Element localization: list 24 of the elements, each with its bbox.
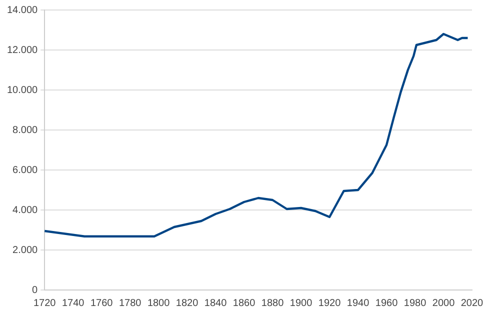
x-tick-label: 1720 xyxy=(33,298,56,309)
x-tick-label: 1740 xyxy=(62,298,85,309)
y-tick-label: 12.000 xyxy=(6,44,38,56)
x-tick-label: 2000 xyxy=(432,298,456,309)
x-tick-label: 1840 xyxy=(204,298,228,309)
x-tick-label: 1760 xyxy=(90,298,114,309)
y-tick-label: 14.000 xyxy=(6,4,38,16)
x-tick-label: 1940 xyxy=(346,298,370,309)
x-tick-label: 1880 xyxy=(261,298,284,309)
x-tick-label: 1800 xyxy=(147,298,170,309)
x-tick-label: 1820 xyxy=(176,298,199,309)
x-tick-label: 1860 xyxy=(232,298,256,309)
y-tick-label: 2.000 xyxy=(12,244,38,256)
y-tick-label: 6.000 xyxy=(12,164,38,176)
y-tick-label: 0 xyxy=(32,284,38,296)
x-tick-label: 1900 xyxy=(290,298,313,309)
y-tick-label: 8.000 xyxy=(12,124,38,136)
y-tick-label: 4.000 xyxy=(12,204,38,216)
x-tick-label: 1920 xyxy=(318,298,342,309)
x-tick-label: 2020 xyxy=(460,298,484,309)
y-tick-label: 10.000 xyxy=(6,84,38,96)
x-tick-label: 1980 xyxy=(404,298,427,309)
x-tick-label: 1780 xyxy=(118,298,142,309)
x-tick-label: 1960 xyxy=(375,298,398,309)
